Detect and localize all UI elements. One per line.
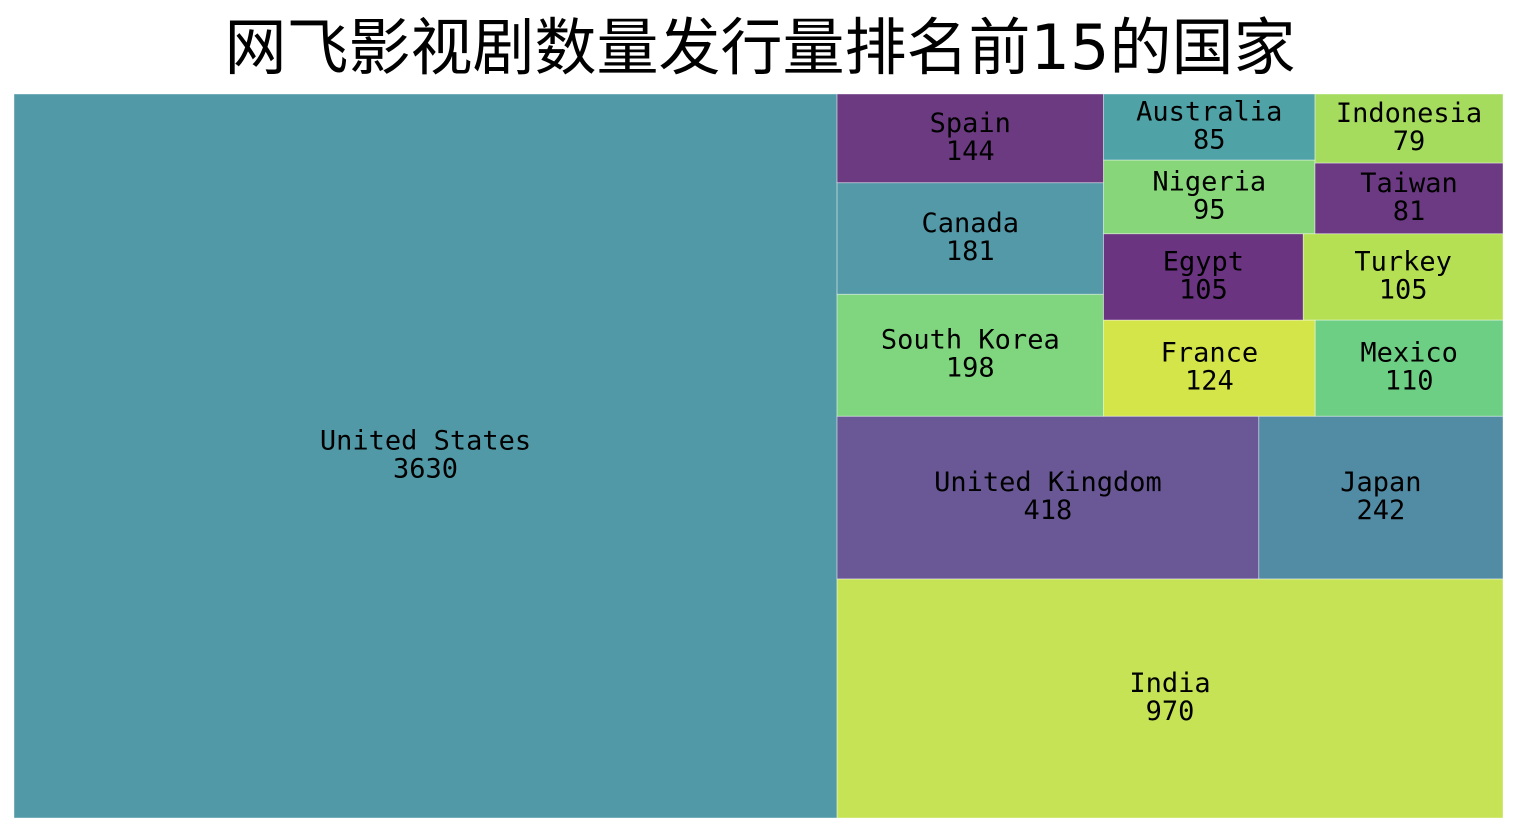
treemap-cell [836, 578, 1504, 819]
cell-value: 3630 [393, 454, 458, 485]
cell-value: 95 [1193, 194, 1226, 225]
chart-title: 网飞影视剧数量发行量排名前15的国家 [225, 11, 1296, 84]
treemap-cell [1258, 415, 1504, 580]
treemap-cell [1314, 319, 1504, 417]
treemap-cell [1302, 233, 1504, 321]
cell-label: India [1129, 668, 1210, 699]
cell-value: 81 [1393, 196, 1426, 227]
cell-label: United Kingdom [934, 467, 1162, 498]
treemap-cell [1103, 93, 1316, 161]
cell-label: United States [320, 426, 531, 457]
cell-value: 970 [1146, 696, 1195, 727]
cell-label: Turkey [1354, 246, 1452, 277]
cell-label: Canada [922, 208, 1020, 239]
cell-label: South Korea [881, 325, 1060, 356]
cell-label: Indonesia [1336, 98, 1482, 129]
cell-label: Australia [1136, 96, 1282, 127]
cell-label: Mexico [1360, 338, 1458, 369]
cell-value: 79 [1393, 126, 1426, 157]
treemap-cell [836, 293, 1104, 417]
treemap-cell [836, 182, 1104, 295]
cell-value: 144 [946, 136, 995, 167]
cell-value: 105 [1179, 274, 1228, 305]
treemap-cell [1103, 319, 1316, 417]
cell-value: 110 [1385, 366, 1434, 397]
cell-value: 105 [1379, 274, 1428, 305]
treemap-cell [836, 93, 1104, 184]
cell-label: Taiwan [1360, 168, 1458, 199]
cell-label: Egypt [1163, 246, 1244, 277]
cell-label: Spain [930, 108, 1011, 139]
cell-value: 181 [946, 236, 995, 267]
treemap-cell [13, 93, 838, 819]
treemap-cell [1314, 93, 1504, 164]
treemap-cell [1103, 233, 1304, 321]
cell-label: Japan [1340, 467, 1421, 498]
treemap-cell [1103, 159, 1316, 235]
cell-value: 85 [1193, 124, 1226, 155]
cell-value: 242 [1357, 495, 1406, 526]
cell-value: 418 [1024, 495, 1073, 526]
cell-value: 198 [946, 353, 995, 384]
cell-label: Nigeria [1152, 166, 1266, 197]
cell-value: 124 [1185, 366, 1234, 397]
cell-label: France [1161, 338, 1259, 369]
